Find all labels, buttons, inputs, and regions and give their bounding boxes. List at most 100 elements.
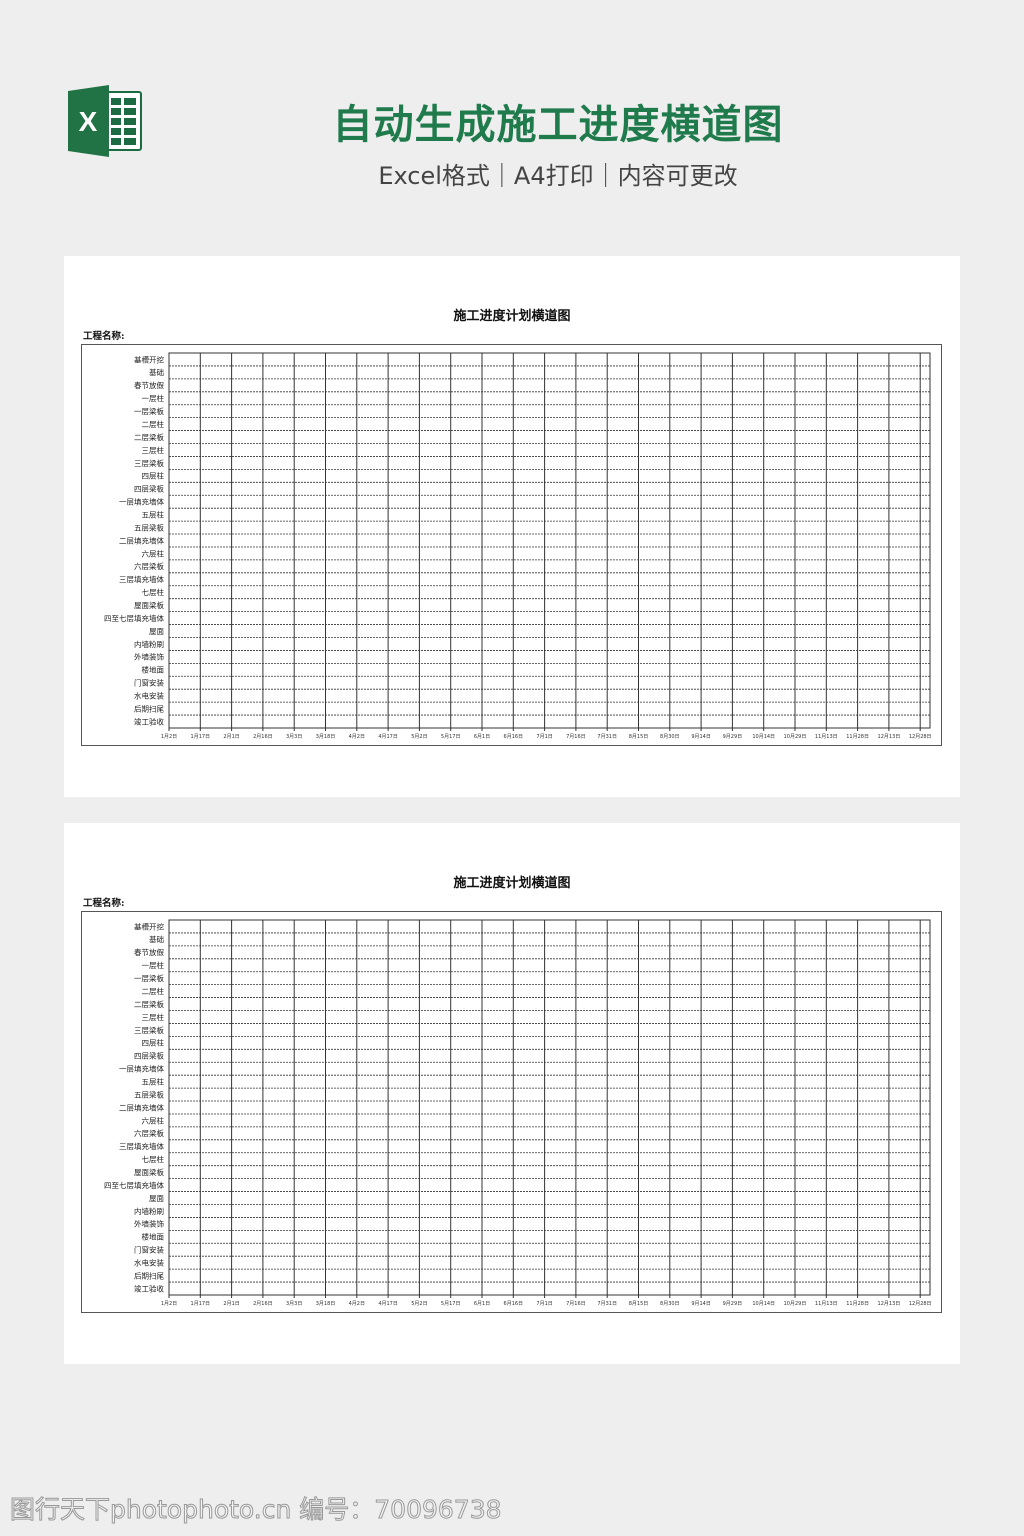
date-label: 8月15日 (629, 1301, 649, 1307)
date-label: 9月29日 (723, 1301, 743, 1307)
date-label: 10月29日 (784, 734, 807, 740)
task-label: 四至七层填充墙体 (104, 613, 164, 623)
task-label: 二层梁板 (134, 432, 164, 442)
date-label: 7月16日 (566, 734, 586, 740)
project-name-label: 工程名称: (83, 898, 125, 909)
page-subtitle: Excel格式｜A4打印｜内容可更改 (378, 162, 738, 190)
date-label: 10月14日 (752, 1301, 775, 1307)
frame-border (81, 911, 942, 1313)
date-label: 6月16日 (504, 734, 524, 740)
task-label: 门窗安装 (134, 678, 164, 688)
date-label: 1月2日 (161, 1301, 177, 1307)
task-label: 二层填充墙体 (119, 1102, 164, 1112)
grid-border (168, 352, 931, 729)
date-label: 8月30日 (660, 1301, 680, 1307)
date-label: 3月18日 (316, 1301, 336, 1307)
task-label: 三层填充墙体 (119, 1141, 164, 1151)
date-label: 6月1日 (474, 1301, 490, 1307)
task-label: 春节放假 (134, 947, 164, 957)
date-label: 3月3日 (286, 1301, 302, 1307)
date-label: 5月17日 (441, 1301, 461, 1307)
task-label: 基础 (149, 367, 164, 377)
date-label: 7月1日 (536, 1301, 552, 1307)
task-label: 水电安装 (134, 691, 164, 701)
date-label: 9月14日 (691, 1301, 711, 1307)
grid-border (168, 919, 931, 1296)
task-label: 内墙粉刷 (134, 639, 164, 649)
task-label: 楼地面 (142, 665, 165, 675)
task-label: 基槽开挖 (134, 921, 164, 931)
date-label: 7月1日 (536, 734, 552, 740)
date-label: 1月2日 (161, 734, 177, 740)
task-label: 二层柱 (142, 986, 165, 996)
date-label: 2月16日 (253, 734, 273, 740)
task-label: 门窗安装 (134, 1245, 164, 1255)
date-label: 1月17日 (191, 734, 211, 740)
date-label: 10月29日 (784, 1301, 807, 1307)
task-label: 屋面梁板 (134, 600, 164, 610)
task-label: 七层柱 (142, 587, 165, 597)
sheet-title: 施工进度计划横道图 (453, 309, 571, 324)
task-label: 一层柱 (142, 393, 165, 403)
task-label: 七层柱 (142, 1154, 165, 1164)
task-label: 后期扫尾 (134, 703, 164, 713)
date-label: 12月28日 (909, 734, 932, 740)
task-label: 二层梁板 (134, 999, 164, 1009)
date-label: 9月29日 (723, 734, 743, 740)
task-label: 四层梁板 (134, 1051, 164, 1061)
task-label: 三层柱 (142, 1012, 165, 1022)
date-label: 6月16日 (504, 1301, 524, 1307)
date-label: 11月13日 (815, 1301, 838, 1307)
task-label: 一层填充墙体 (119, 1064, 164, 1074)
date-label: 5月2日 (411, 1301, 427, 1307)
task-label: 四层柱 (142, 471, 165, 481)
task-label: 三层填充墙体 (119, 574, 164, 584)
task-label: 六层梁板 (134, 561, 164, 571)
date-label: 7月31日 (597, 734, 617, 740)
date-label: 10月14日 (752, 734, 775, 740)
sheet-preview-1: 施工进度计划横道图 工程名称: 基槽开挖 基础 春节放假 一层柱 一层梁板 二层柱 二层梁板… (64, 256, 960, 797)
sheet-title: 施工进度计划横道图 (453, 876, 571, 891)
date-label: 11月13日 (815, 734, 838, 740)
date-label: 4月2日 (349, 1301, 365, 1307)
date-label: 3月18日 (316, 734, 336, 740)
task-label: 四层梁板 (134, 484, 164, 494)
task-label: 三层梁板 (134, 1025, 164, 1035)
date-label: 12月13日 (878, 1301, 901, 1307)
date-label: 4月17日 (378, 1301, 398, 1307)
task-label: 五层梁板 (134, 522, 164, 532)
task-label: 屋面 (149, 627, 164, 636)
task-label: 内墙粉刷 (134, 1206, 164, 1216)
task-label: 后期扫尾 (134, 1270, 164, 1280)
task-label: 二层填充墙体 (119, 535, 164, 545)
task-label: 四层柱 (142, 1038, 165, 1048)
page-title: 自动生成施工进度横道图 (332, 102, 784, 148)
task-label: 六层柱 (142, 548, 165, 558)
task-label: 一层梁板 (134, 406, 164, 416)
svg-text:X: X (79, 106, 98, 137)
task-label: 五层柱 (142, 1076, 165, 1086)
date-label: 7月16日 (566, 1301, 586, 1307)
date-label: 4月17日 (378, 734, 398, 740)
task-label: 水电安装 (134, 1258, 164, 1268)
task-label: 六层柱 (142, 1115, 165, 1125)
task-label: 二层柱 (142, 419, 165, 429)
sheet-preview-2: 施工进度计划横道图 工程名称: 基槽开挖 基础 春节放假 一层柱 一层梁板 二层柱 二层梁板… (64, 823, 960, 1364)
date-label: 3月3日 (286, 734, 302, 740)
date-label: 2月1日 (223, 1301, 239, 1307)
date-label: 1月17日 (191, 1301, 211, 1307)
task-label: 基础 (149, 934, 164, 944)
task-label: 三层梁板 (134, 458, 164, 468)
task-label: 五层柱 (142, 509, 165, 519)
date-label: 12月28日 (909, 1301, 932, 1307)
date-label: 12月13日 (878, 734, 901, 740)
task-label: 竣工验收 (134, 716, 164, 726)
date-label: 6月1日 (474, 734, 490, 740)
excel-logo-icon: X (68, 85, 142, 157)
task-label: 楼地面 (142, 1232, 165, 1242)
task-label: 基槽开挖 (134, 354, 164, 364)
task-label: 竣工验收 (134, 1283, 164, 1293)
date-label: 4月2日 (349, 734, 365, 740)
gantt-grid: 基槽开挖基础春节放假一层柱一层梁板二层柱二层梁板三层柱三层梁板四层柱四层梁板一层… (81, 344, 942, 746)
date-label: 7月31日 (597, 1301, 617, 1307)
